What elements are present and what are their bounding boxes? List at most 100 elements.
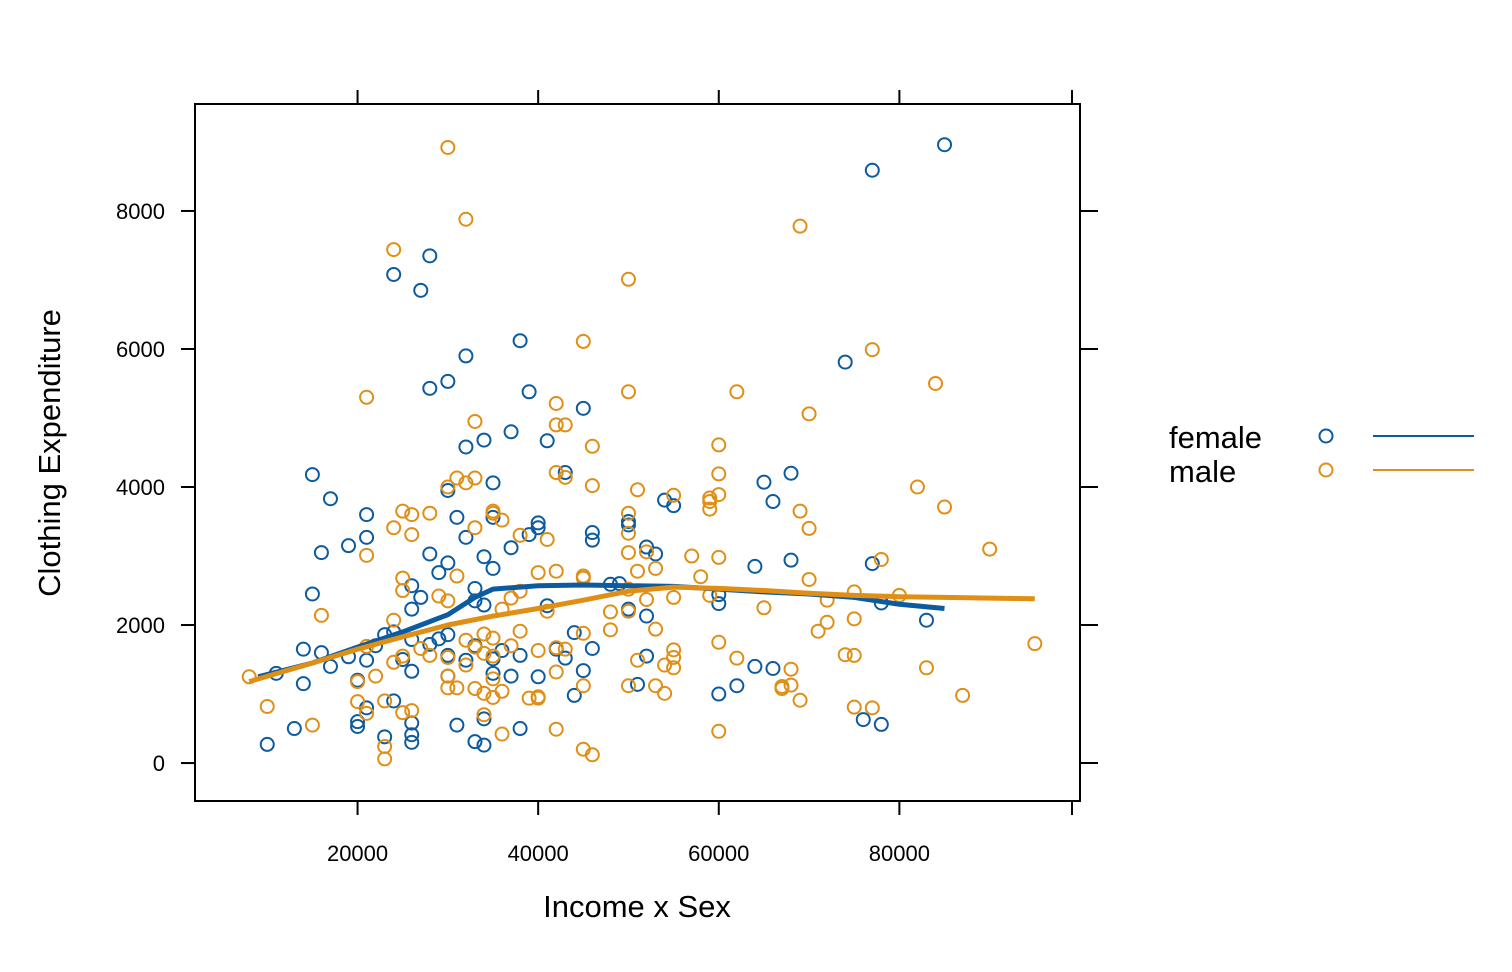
data-point-male bbox=[1027, 636, 1043, 652]
data-point-female bbox=[729, 678, 745, 694]
data-point-male bbox=[602, 622, 618, 638]
y-tick-label: 8000 bbox=[116, 199, 165, 224]
y-tick-label: 4000 bbox=[116, 475, 165, 500]
data-point-female bbox=[304, 586, 320, 602]
data-point-male bbox=[467, 520, 483, 536]
data-point-male bbox=[458, 475, 474, 491]
data-point-female bbox=[584, 532, 600, 548]
data-point-female bbox=[404, 601, 420, 617]
data-point-male bbox=[395, 705, 411, 721]
data-point-male bbox=[819, 614, 835, 630]
data-point-female bbox=[937, 137, 953, 153]
data-point-male bbox=[503, 638, 519, 654]
data-point-female bbox=[359, 529, 375, 545]
data-point-male bbox=[702, 501, 718, 517]
legend-label-male: male bbox=[1169, 454, 1236, 489]
data-point-female bbox=[359, 652, 375, 668]
data-point-female bbox=[422, 248, 438, 264]
data-point-female bbox=[377, 729, 393, 745]
data-point-male bbox=[792, 218, 808, 234]
data-point-male bbox=[458, 657, 474, 673]
data-point-male bbox=[259, 698, 275, 714]
data-point-male bbox=[395, 583, 411, 599]
data-point-male bbox=[395, 570, 411, 586]
data-point-male bbox=[449, 568, 465, 584]
data-point-male bbox=[440, 649, 456, 665]
data-point-male bbox=[313, 607, 329, 623]
data-point-male bbox=[359, 389, 375, 405]
data-point-male bbox=[864, 342, 880, 358]
data-point-female bbox=[503, 540, 519, 556]
data-point-male bbox=[630, 652, 645, 668]
data-point-male bbox=[666, 642, 682, 658]
data-point-male bbox=[377, 693, 393, 709]
data-point-female bbox=[458, 348, 474, 364]
data-point-female bbox=[404, 578, 420, 594]
data-point-female bbox=[467, 734, 483, 750]
data-point-male bbox=[801, 406, 817, 422]
data-point-female bbox=[512, 333, 528, 349]
data-point-male bbox=[503, 590, 519, 606]
data-point-female bbox=[295, 676, 311, 692]
data-point-female bbox=[476, 597, 492, 613]
data-point-male bbox=[386, 612, 402, 628]
data-point-male bbox=[711, 487, 727, 503]
data-point-male bbox=[476, 707, 492, 723]
data-point-female bbox=[476, 432, 492, 448]
data-point-male bbox=[404, 527, 420, 543]
data-point-male bbox=[864, 700, 880, 716]
data-point-male bbox=[440, 680, 456, 696]
data-point-male bbox=[630, 482, 645, 498]
data-point-male bbox=[584, 478, 600, 494]
data-point-female bbox=[440, 627, 456, 643]
x-tick-label: 80000 bbox=[869, 841, 930, 866]
data-point-male bbox=[711, 723, 727, 739]
data-point-female bbox=[918, 612, 934, 628]
data-point-male bbox=[783, 661, 799, 677]
data-point-male bbox=[494, 726, 510, 742]
data-point-male bbox=[386, 520, 402, 536]
x-axis-title: Income x Sex bbox=[543, 889, 731, 924]
data-point-male bbox=[918, 660, 934, 676]
data-point-female bbox=[566, 687, 582, 703]
data-point-male bbox=[476, 645, 492, 661]
data-point-female bbox=[404, 727, 420, 743]
data-point-female bbox=[386, 693, 402, 709]
data-point-female bbox=[404, 734, 420, 750]
data-point-male bbox=[575, 678, 591, 694]
data-point-male bbox=[575, 625, 591, 641]
data-point-male bbox=[521, 690, 537, 706]
y-tick-label: 0 bbox=[153, 751, 165, 776]
data-point-female bbox=[575, 663, 591, 679]
data-point-male bbox=[557, 469, 573, 485]
data-point-female bbox=[359, 507, 375, 523]
data-point-female bbox=[648, 546, 664, 562]
data-point-female bbox=[449, 717, 465, 733]
data-point-male bbox=[440, 593, 456, 609]
data-point-male bbox=[440, 668, 456, 684]
data-point-female bbox=[476, 549, 492, 565]
data-point-female bbox=[783, 552, 799, 568]
data-point-male bbox=[350, 674, 366, 690]
data-point-male bbox=[684, 548, 700, 564]
data-point-male bbox=[530, 643, 546, 659]
data-point-female bbox=[711, 596, 727, 612]
data-point-male bbox=[548, 396, 564, 412]
data-point-male bbox=[359, 705, 375, 721]
data-point-male bbox=[909, 479, 925, 495]
data-point-male bbox=[729, 384, 745, 400]
data-point-female bbox=[431, 565, 447, 581]
data-point-female bbox=[512, 647, 528, 663]
data-point-female bbox=[440, 555, 456, 571]
y-tick-label: 2000 bbox=[116, 613, 165, 638]
data-point-male bbox=[557, 641, 573, 657]
data-point-female bbox=[666, 498, 682, 514]
data-point-female bbox=[620, 517, 636, 533]
data-point-male bbox=[955, 687, 971, 703]
data-point-male bbox=[449, 680, 465, 696]
data-point-female bbox=[503, 424, 519, 440]
data-point-male bbox=[377, 738, 393, 754]
data-point-male bbox=[620, 271, 636, 287]
data-point-male bbox=[711, 634, 727, 650]
data-point-male bbox=[657, 657, 673, 673]
